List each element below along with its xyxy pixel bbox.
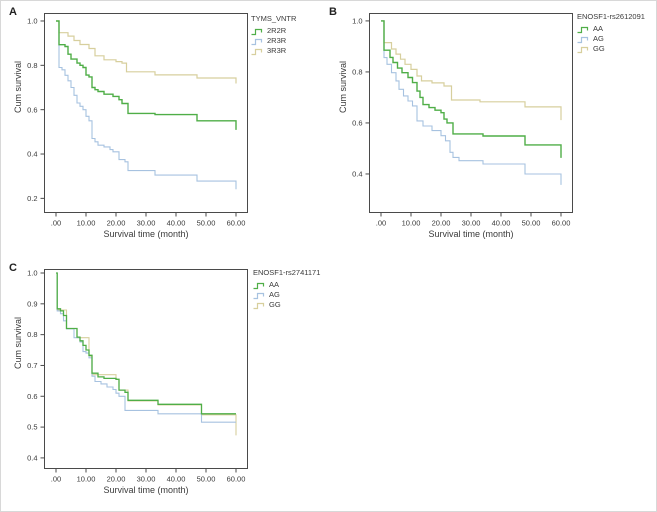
legend-item-2R2R: 2R2R — [251, 26, 296, 36]
legend-item-2R3R: 2R3R — [251, 36, 296, 46]
tick-label: 0.4 — [352, 170, 362, 179]
tick-label: 0.8 — [27, 61, 37, 70]
panel-a-plot: .00 10.00 20.00 30.00 40.00 50.00 60.00 0.2 0.4 0… — [27, 13, 248, 228]
survival-curve-GG — [381, 20, 562, 121]
panel-c-legend: ENOSF1-rs2741171 AA AG GG — [253, 268, 320, 310]
tick-label: 50.00 — [197, 219, 216, 228]
tick-label: 0.6 — [27, 392, 37, 401]
tick-label: 0.9 — [27, 299, 37, 308]
legend-item-AG: AG — [253, 290, 320, 300]
panel-a-legend-title: TYMS_VNTR — [251, 14, 297, 23]
legend-step-glyph-AG — [577, 36, 589, 43]
tick-label: 10.00 — [77, 475, 96, 484]
tick-label: 10.00 — [77, 219, 96, 228]
panel-b-x-axis-label: Survival time (month) — [428, 229, 514, 239]
panel-b: B Cum survival .00 10.00 20.00 30.00 40.00 50… — [329, 6, 645, 239]
tick-label: 1.0 — [27, 269, 37, 278]
panel-b-legend: ENOSF1-rs2612091 AA AG GG — [577, 12, 645, 54]
tick-label: 30.00 — [137, 475, 156, 484]
panel-b-legend-title: ENOSF1-rs2612091 — [577, 12, 645, 21]
survival-curve-2R3R — [56, 20, 237, 190]
panel-c: C Cum survival .00 10.00 20.00 30.00 40.00 50… — [9, 262, 321, 495]
legend-item-AA: AA — [577, 24, 645, 34]
tick-label: 60.00 — [552, 219, 571, 228]
legend-step-glyph-2R3R — [251, 38, 263, 45]
tick-label: 40.00 — [492, 219, 511, 228]
legend-step-glyph-AA — [577, 26, 589, 33]
legend-step-glyph-GG — [253, 302, 265, 309]
legend-item-GG: GG — [253, 300, 320, 310]
tick-label: 20.00 — [107, 219, 126, 228]
panel-c-plot: .00 10.00 20.00 30.00 40.00 50.00 60.00 0.4 0.5 0… — [27, 269, 248, 484]
tick-label: 0.8 — [27, 330, 37, 339]
legend-item-AA: AA — [253, 280, 320, 290]
panel-a-legend-items: 2R2R 2R3R 3R3R — [251, 26, 296, 56]
survival-curve-AA — [56, 272, 236, 415]
legend-label: AA — [269, 280, 280, 289]
legend-item-AG: AG — [577, 34, 645, 44]
tick-label: 40.00 — [167, 219, 186, 228]
legend-step-glyph-AA — [253, 282, 265, 289]
plot-border — [44, 13, 248, 213]
survival-curve-GG — [56, 272, 237, 436]
panel-a: A Cum survival .00 10.00 20.00 30.00 40.00 50… — [9, 6, 297, 239]
tick-label: 0.7 — [27, 361, 37, 370]
tick-label: .00 — [51, 219, 61, 228]
legend-label: 2R2R — [267, 26, 287, 35]
plot-border — [369, 13, 573, 213]
tick-label: 20.00 — [432, 219, 451, 228]
tick-label: 0.2 — [27, 194, 37, 203]
panel-b-letter: B — [329, 6, 337, 18]
legend-label: 3R3R — [267, 46, 287, 55]
tick-label: 0.5 — [27, 423, 37, 432]
survival-curve-3R3R — [56, 20, 237, 84]
panel-b-legend-items: AA AG GG — [577, 24, 645, 54]
survival-curve-2R2R — [56, 20, 237, 130]
tick-label: .00 — [376, 219, 386, 228]
panel-a-legend: TYMS_VNTR 2R2R 2R3R 3R3R — [251, 14, 296, 56]
legend-item-GG: GG — [577, 44, 645, 54]
legend-label: GG — [269, 300, 281, 309]
panel-a-letter: A — [9, 6, 17, 18]
tick-label: .00 — [51, 475, 61, 484]
legend-label: AG — [593, 34, 604, 43]
legend-step-glyph-2R2R — [251, 28, 263, 35]
legend-step-glyph-3R3R — [251, 48, 263, 55]
tick-label: 50.00 — [522, 219, 541, 228]
survival-curve-AG — [381, 20, 562, 185]
legend-step-glyph-AG — [253, 292, 265, 299]
panel-c-legend-title: ENOSF1-rs2741171 — [253, 268, 321, 277]
tick-label: 60.00 — [227, 475, 246, 484]
panel-a-x-axis-label: Survival time (month) — [103, 229, 189, 239]
tick-label: 60.00 — [227, 219, 246, 228]
tick-label: 0.6 — [27, 105, 37, 114]
tick-label: 0.4 — [27, 150, 37, 159]
tick-label: 30.00 — [137, 219, 156, 228]
survival-curve-AA — [381, 20, 562, 158]
legend-item-3R3R: 3R3R — [251, 46, 296, 56]
legend-label: AA — [593, 24, 604, 33]
legend-step-glyph-GG — [577, 46, 589, 53]
tick-label: 50.00 — [197, 475, 216, 484]
legend-label: GG — [593, 44, 605, 53]
panel-c-legend-items: AA AG GG — [253, 280, 320, 310]
tick-label: 0.6 — [352, 119, 362, 128]
plot-border — [44, 269, 248, 469]
panel-c-x-axis-label: Survival time (month) — [103, 485, 189, 495]
panel-c-letter: C — [9, 262, 17, 274]
tick-label: 20.00 — [107, 475, 126, 484]
tick-label: 0.8 — [352, 68, 362, 77]
panel-b-plot: .00 10.00 20.00 30.00 40.00 50.00 60.00 0.4 0.6 0… — [352, 13, 573, 228]
legend-label: AG — [269, 290, 280, 299]
tick-label: 0.4 — [27, 454, 37, 463]
legend-label: 2R3R — [267, 36, 287, 45]
tick-label: 30.00 — [462, 219, 481, 228]
tick-label: 40.00 — [167, 475, 186, 484]
tick-label: 1.0 — [352, 17, 362, 26]
tick-label: 1.0 — [27, 17, 37, 26]
tick-label: 10.00 — [402, 219, 421, 228]
